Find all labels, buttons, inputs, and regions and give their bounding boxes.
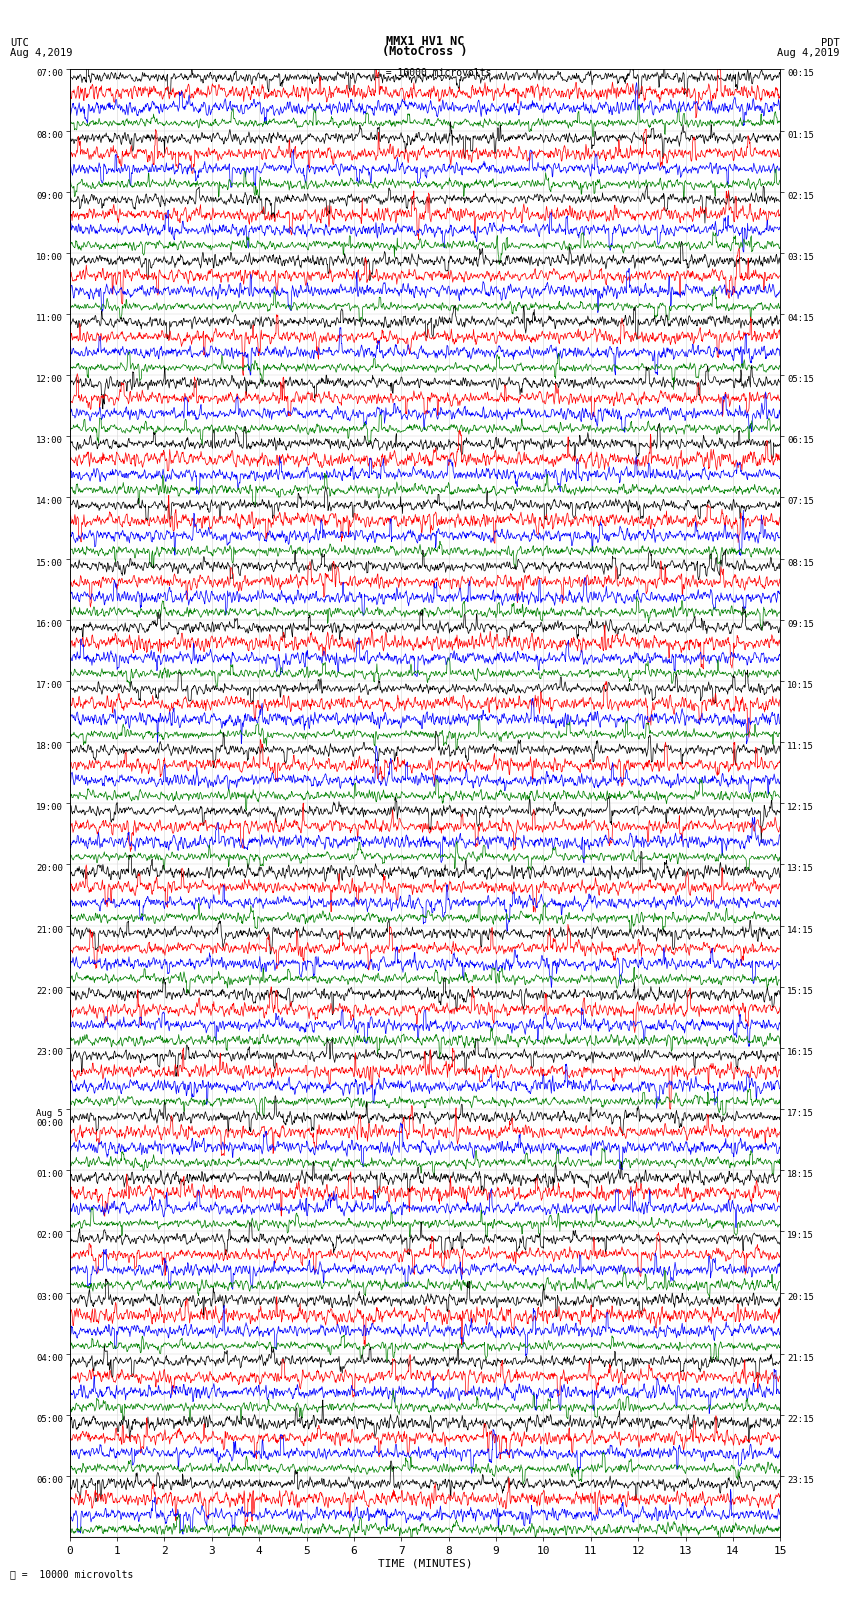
Text: ⎸ =  10000 microvolts: ⎸ = 10000 microvolts: [10, 1569, 133, 1579]
Text: Aug 4,2019: Aug 4,2019: [10, 48, 73, 58]
Text: MMX1 HV1 NC: MMX1 HV1 NC: [386, 34, 464, 47]
X-axis label: TIME (MINUTES): TIME (MINUTES): [377, 1560, 473, 1569]
Text: Aug 4,2019: Aug 4,2019: [777, 48, 840, 58]
Text: PDT: PDT: [821, 37, 840, 47]
Text: (MotoCross ): (MotoCross ): [382, 45, 468, 58]
Text: UTC: UTC: [10, 37, 29, 47]
Text: ⎸ = 10000 microvolts: ⎸ = 10000 microvolts: [374, 66, 491, 77]
